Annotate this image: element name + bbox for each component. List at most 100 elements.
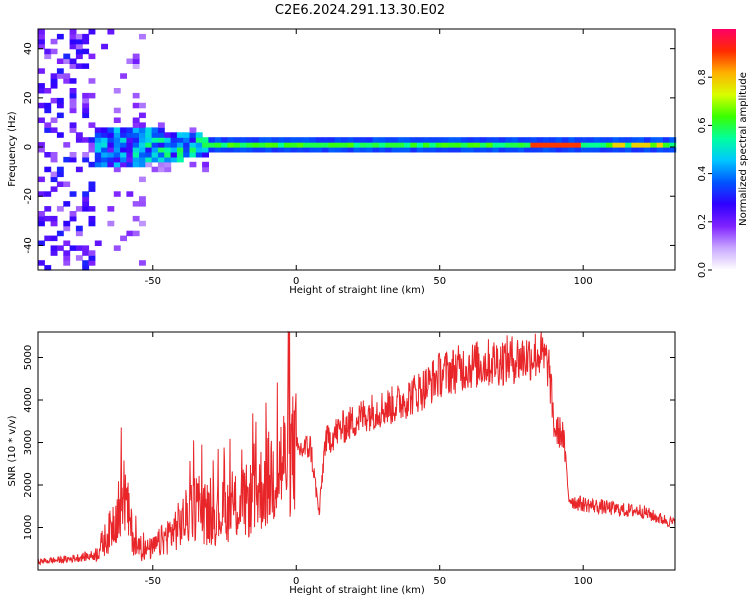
spectrogram-cell: [517, 147, 525, 153]
spectrogram-cell: [107, 132, 115, 138]
spectrogram-cell: [63, 156, 71, 163]
spectrogram-cell: [587, 137, 595, 143]
spectrogram-cell: [113, 127, 121, 133]
spectrogram-cell: [145, 142, 153, 148]
snr-frame: [37, 331, 676, 571]
spectrogram-cell: [75, 33, 83, 40]
spectrogram-cell: [82, 265, 90, 271]
spectrogram-cell: [372, 137, 380, 143]
spectrogram-frame: [37, 28, 676, 271]
spectrogram-cell: [265, 137, 273, 143]
spectrogram-cell: [88, 181, 96, 187]
spectrogram-cell: [543, 142, 550, 148]
spectrogram-cell: [429, 147, 437, 153]
spectrogram-cell: [69, 152, 77, 158]
spectrogram-cell: [50, 220, 58, 227]
spectrogram-cell: [107, 29, 115, 35]
spectrogram-cell: [44, 152, 52, 158]
spectrogram-cell: [170, 142, 178, 148]
spectrogram-cell: [82, 102, 90, 109]
spectrogram-cell: [88, 215, 96, 222]
spectrogram-cell: [183, 132, 191, 138]
spectrogram-cell: [555, 147, 563, 153]
spectrogram-x-ticks: -50 0 50 100: [145, 29, 593, 287]
spectrogram-cell: [309, 147, 317, 153]
spectrogram-cell: [126, 230, 134, 237]
snr-y-tick-label: 5000: [23, 345, 34, 370]
spectrogram-cell: [69, 107, 77, 114]
spectrogram-cell: [56, 171, 64, 178]
spectrogram-cell: [38, 102, 45, 109]
spectrogram-cell: [113, 166, 121, 173]
colorbar-gradient: [712, 29, 736, 270]
spectrogram-cell: [56, 206, 64, 212]
spectrogram-cell: [612, 142, 620, 148]
spectrogram-cell: [82, 245, 90, 251]
spectrogram-cell: [113, 245, 121, 251]
spectrogram-cell: [543, 137, 550, 143]
spectrogram-cell: [94, 127, 102, 133]
spectrogram-cell: [63, 225, 71, 232]
spectrogram-cell: [88, 53, 96, 60]
spectrogram-cell: [334, 142, 342, 148]
spectrogram-cell: [662, 142, 670, 148]
spectrogram-cell: [170, 137, 178, 143]
spectrogram-cell: [126, 152, 134, 158]
spectrogram-cell: [391, 147, 399, 153]
spectrogram-cell: [38, 191, 45, 197]
spectrogram-cell: [309, 137, 317, 143]
spectrogram-cell: [233, 142, 241, 148]
spectrogram-cell: [63, 201, 71, 207]
spectrogram-cell: [132, 117, 140, 123]
spectrogram-cell: [328, 137, 336, 143]
spectrogram-cell: [296, 137, 304, 143]
spectrogram-cell: [107, 206, 115, 212]
spectrogram-cell: [252, 147, 260, 153]
spectrogram-cell: [404, 147, 411, 153]
spectrogram-cell: [44, 265, 52, 271]
spectrogram-cell: [214, 147, 222, 153]
spectrogram-cell: [176, 137, 184, 143]
spectrogram-cell: [113, 156, 121, 163]
spectrogram-cell: [139, 132, 146, 138]
spectrogram-cell: [656, 137, 664, 143]
spectrogram-cell: [599, 142, 607, 148]
spectrogram-cell: [94, 142, 102, 148]
spectrogram-cell: [599, 147, 607, 153]
spectrogram-cell: [486, 147, 494, 153]
spectrogram-cell: [303, 147, 310, 153]
spectrogram-cell: [69, 97, 77, 104]
snr-y-ticks: 1000 2000 3000 4000 5000: [23, 345, 675, 540]
spectrogram-cell: [404, 142, 411, 148]
spectrogram-cell: [94, 132, 102, 138]
spectrogram-cell: [44, 235, 52, 242]
spectrogram-cell: [189, 142, 197, 148]
spectrogram-cell: [88, 92, 96, 99]
spectrogram-cell: [120, 161, 127, 168]
spectrogram-cell: [113, 107, 121, 114]
spectrogram-cell: [139, 137, 146, 143]
spectrogram-cell: [151, 166, 159, 173]
spectrogram-cell: [359, 147, 367, 153]
spectrogram-cell: [56, 181, 64, 187]
spectrogram-cell: [151, 127, 159, 133]
spectrogram-cell: [637, 137, 645, 143]
spectrogram-cell: [82, 196, 90, 202]
spectrogram-cell: [50, 38, 58, 45]
snr-x-tick-label: 100: [574, 576, 593, 587]
spectrogram-cell: [416, 142, 424, 148]
spectrogram-cell: [650, 147, 658, 153]
spectrogram-cell: [561, 147, 569, 153]
spectrogram-cell: [38, 29, 45, 35]
spectrogram-cell: [139, 152, 146, 158]
spectrogram-cell: [290, 147, 298, 153]
spectrogram-cell: [277, 137, 285, 143]
spectrogram-cell: [38, 88, 45, 94]
spectrogram-cell: [82, 156, 90, 163]
spectrogram-cell: [157, 122, 165, 128]
spectrogram-cell: [530, 147, 538, 153]
spectrogram-cell: [290, 142, 298, 148]
spectrogram-cell: [334, 147, 342, 153]
spectrogram-cell: [359, 142, 367, 148]
spectrogram-cell: [524, 147, 531, 153]
